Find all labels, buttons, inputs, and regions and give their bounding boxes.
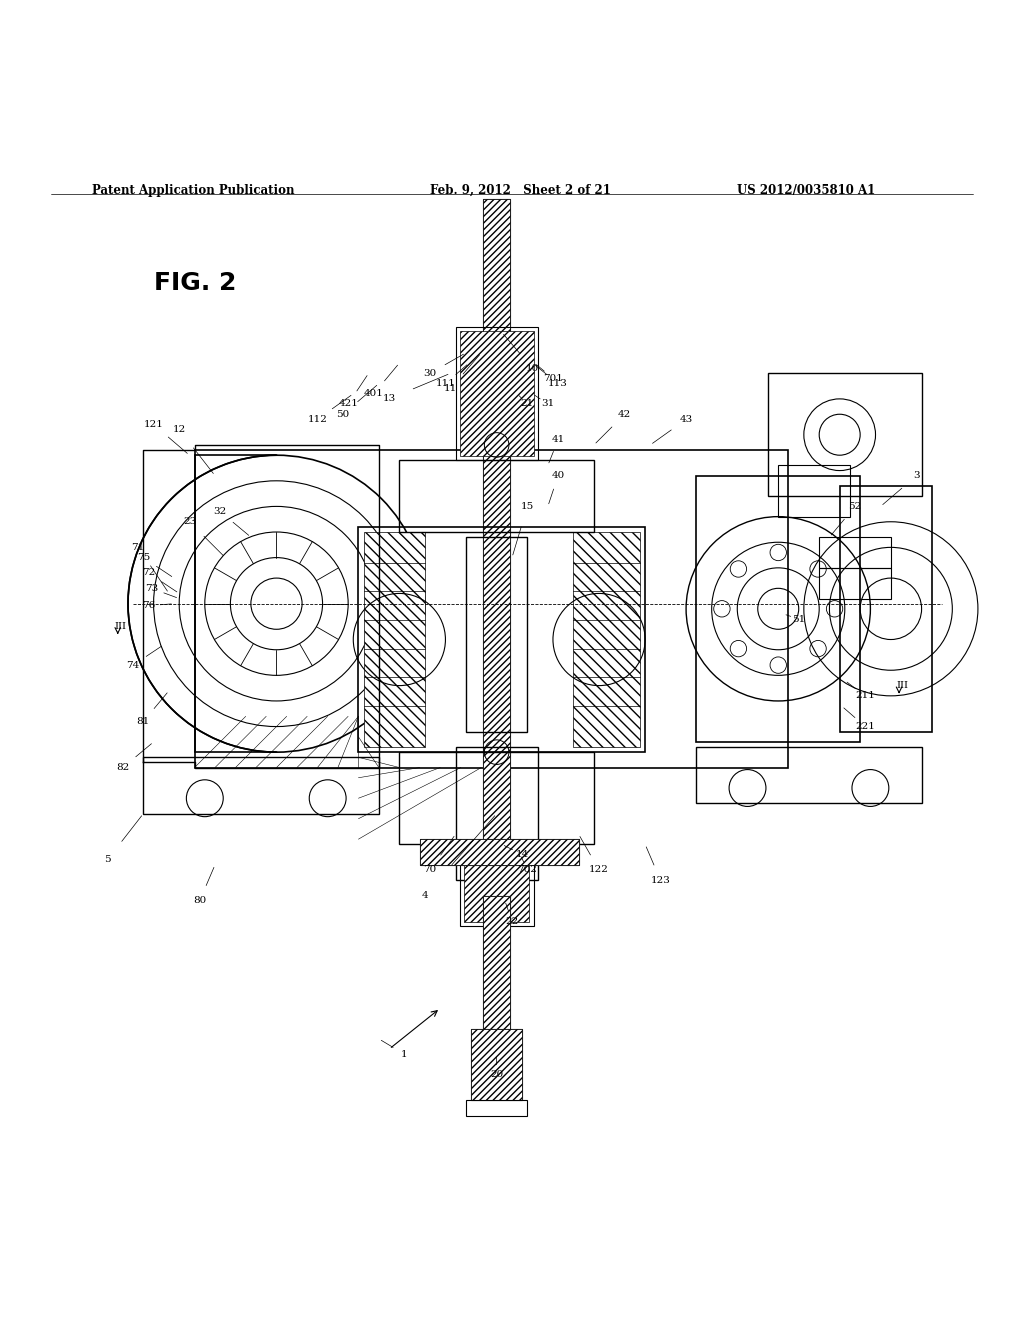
Bar bbox=[471, 1028, 522, 1101]
Text: 40: 40 bbox=[552, 471, 564, 480]
Text: 74: 74 bbox=[127, 660, 139, 669]
Bar bbox=[696, 747, 922, 804]
Circle shape bbox=[730, 561, 746, 577]
Text: 3: 3 bbox=[913, 471, 920, 480]
Text: 72: 72 bbox=[142, 569, 155, 577]
Text: 73: 73 bbox=[145, 583, 158, 593]
Bar bbox=[483, 895, 510, 1039]
Text: 76: 76 bbox=[142, 601, 155, 610]
Text: 10: 10 bbox=[526, 363, 539, 372]
Circle shape bbox=[770, 657, 786, 673]
Text: 22: 22 bbox=[506, 916, 518, 925]
Bar bbox=[483, 199, 510, 895]
Text: 23: 23 bbox=[183, 517, 196, 527]
Bar bbox=[195, 450, 788, 767]
Bar bbox=[460, 845, 534, 927]
Bar bbox=[483, 199, 510, 895]
Text: 70: 70 bbox=[424, 866, 436, 874]
Text: 1: 1 bbox=[401, 1049, 408, 1059]
Bar bbox=[460, 331, 534, 457]
Text: 15: 15 bbox=[521, 502, 534, 511]
Text: 701: 701 bbox=[543, 374, 563, 383]
Bar bbox=[420, 840, 579, 865]
Circle shape bbox=[810, 561, 826, 577]
Text: 75: 75 bbox=[137, 553, 150, 562]
Text: 221: 221 bbox=[855, 722, 876, 731]
Text: 21: 21 bbox=[521, 400, 534, 408]
Bar bbox=[420, 840, 579, 865]
Text: 13: 13 bbox=[383, 395, 395, 404]
Bar bbox=[399, 752, 594, 845]
Text: 41: 41 bbox=[552, 436, 564, 445]
Bar bbox=[364, 532, 425, 747]
Bar bbox=[471, 1028, 522, 1101]
Text: 80: 80 bbox=[194, 896, 206, 906]
Text: 52: 52 bbox=[849, 502, 861, 511]
Text: 113: 113 bbox=[548, 379, 568, 388]
Bar bbox=[819, 568, 891, 598]
Text: 111: 111 bbox=[435, 379, 456, 388]
Bar bbox=[778, 466, 850, 516]
Text: III: III bbox=[896, 681, 908, 690]
Text: 31: 31 bbox=[542, 400, 554, 408]
Circle shape bbox=[810, 640, 826, 657]
Text: 121: 121 bbox=[143, 420, 164, 429]
Text: 43: 43 bbox=[680, 414, 692, 424]
Text: 20: 20 bbox=[490, 1071, 503, 1080]
Bar bbox=[456, 747, 538, 880]
Text: 5: 5 bbox=[104, 855, 111, 865]
Text: 211: 211 bbox=[855, 692, 876, 701]
Text: 42: 42 bbox=[618, 409, 631, 418]
Text: III: III bbox=[115, 622, 127, 631]
Text: 4: 4 bbox=[422, 891, 428, 900]
Text: 11: 11 bbox=[444, 384, 457, 393]
Circle shape bbox=[770, 544, 786, 561]
Text: 702: 702 bbox=[517, 866, 538, 874]
Bar bbox=[143, 758, 379, 813]
Bar bbox=[399, 461, 594, 532]
Bar bbox=[466, 1101, 527, 1115]
Text: FIG. 2: FIG. 2 bbox=[154, 271, 236, 294]
Text: 51: 51 bbox=[793, 615, 805, 623]
Text: 401: 401 bbox=[364, 389, 384, 399]
Circle shape bbox=[826, 601, 843, 616]
Circle shape bbox=[730, 640, 746, 657]
Circle shape bbox=[714, 601, 730, 616]
Bar bbox=[840, 486, 932, 731]
Text: Patent Application Publication: Patent Application Publication bbox=[92, 183, 295, 197]
Text: 82: 82 bbox=[117, 763, 129, 772]
Bar bbox=[573, 532, 640, 747]
Text: 112: 112 bbox=[307, 414, 328, 424]
Text: 50: 50 bbox=[337, 409, 349, 418]
Text: 71: 71 bbox=[132, 543, 144, 552]
Bar bbox=[456, 327, 538, 461]
Text: 421: 421 bbox=[338, 400, 358, 408]
Bar bbox=[696, 475, 860, 742]
Bar bbox=[768, 374, 922, 496]
Bar bbox=[483, 895, 510, 1039]
Text: 12: 12 bbox=[173, 425, 185, 434]
Text: 30: 30 bbox=[424, 368, 436, 378]
Bar bbox=[466, 537, 527, 731]
Text: 122: 122 bbox=[589, 866, 609, 874]
Text: 14: 14 bbox=[516, 850, 528, 859]
Bar bbox=[358, 527, 645, 752]
Text: 123: 123 bbox=[650, 875, 671, 884]
Bar bbox=[819, 537, 891, 568]
Bar bbox=[464, 849, 529, 923]
Text: 32: 32 bbox=[214, 507, 226, 516]
Text: US 2012/0035810 A1: US 2012/0035810 A1 bbox=[737, 183, 876, 197]
Text: Feb. 9, 2012   Sheet 2 of 21: Feb. 9, 2012 Sheet 2 of 21 bbox=[430, 183, 611, 197]
Text: 81: 81 bbox=[137, 717, 150, 726]
